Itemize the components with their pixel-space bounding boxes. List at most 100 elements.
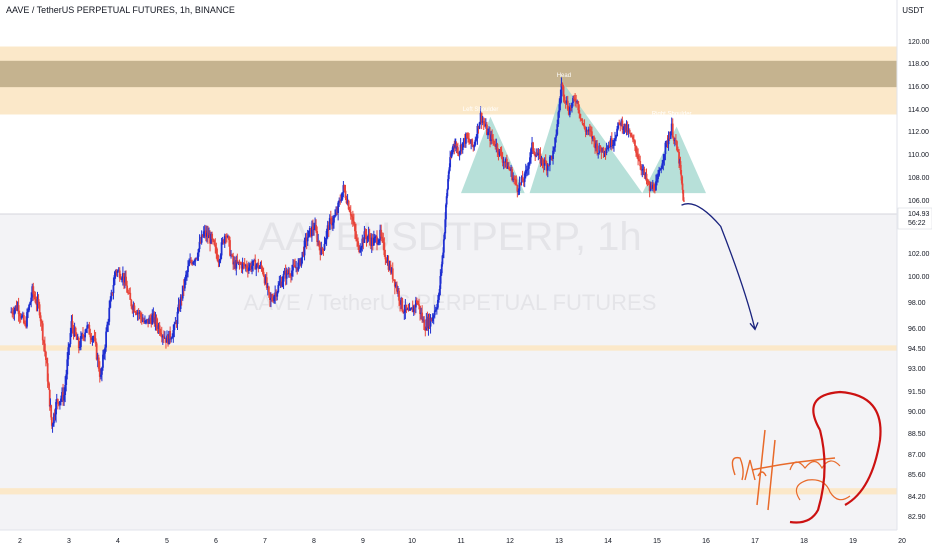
- candle-body: [262, 271, 265, 276]
- zone-band-3: [0, 488, 897, 495]
- candle-body: [501, 157, 504, 163]
- candle-body: [332, 222, 334, 226]
- candle-body: [36, 299, 39, 305]
- candle-body: [172, 330, 175, 338]
- projection-arrowhead: [749, 322, 759, 331]
- candle-body: [604, 152, 607, 154]
- candle-body: [474, 139, 477, 145]
- candle-body: [108, 307, 111, 322]
- candle-body: [672, 137, 675, 141]
- candle-body: [578, 110, 581, 114]
- candle-body: [339, 200, 342, 202]
- candle-body: [148, 317, 151, 324]
- candle-body: [96, 357, 99, 360]
- candle-body: [641, 169, 644, 171]
- candle-body: [212, 239, 215, 241]
- candle-body: [537, 152, 540, 155]
- candle-body: [311, 226, 313, 237]
- candle-body: [68, 344, 71, 348]
- candle-body: [465, 133, 467, 144]
- candle-body: [54, 414, 57, 417]
- candle-body: [239, 263, 242, 265]
- candle-body: [265, 277, 268, 288]
- candle-body: [82, 334, 84, 337]
- candle-body: [314, 225, 316, 230]
- candle-body: [363, 231, 366, 243]
- price-tick-label: 102.00: [908, 251, 930, 258]
- candle-body: [151, 315, 154, 325]
- candle-body: [549, 156, 551, 166]
- candle-body: [530, 148, 532, 158]
- candle-body: [356, 238, 358, 242]
- candle-body: [586, 130, 589, 132]
- candle-body: [544, 160, 547, 164]
- candle-body: [288, 272, 291, 276]
- candle-body: [365, 234, 368, 240]
- candle-body: [284, 270, 287, 279]
- candle-body: [213, 240, 216, 245]
- candle-body: [384, 255, 387, 260]
- candle-body: [609, 138, 612, 148]
- candle-body: [438, 293, 440, 300]
- candle-body: [555, 134, 558, 138]
- candle-body: [633, 139, 635, 141]
- candle-body: [134, 312, 137, 314]
- candle-body: [433, 310, 436, 316]
- date-tick-label: 18: [800, 538, 808, 545]
- candle-body: [677, 150, 679, 153]
- candle-body: [391, 268, 394, 280]
- candle-body: [627, 130, 630, 133]
- candle-body: [162, 336, 165, 338]
- candle-body: [619, 122, 622, 126]
- candle-body: [533, 151, 536, 154]
- candle-body: [577, 101, 580, 111]
- candle-body: [582, 123, 585, 126]
- candle-body: [521, 176, 524, 182]
- candle-body: [504, 158, 507, 163]
- candle-body: [490, 134, 492, 142]
- candle-body: [461, 142, 464, 151]
- candle-body: [317, 241, 320, 243]
- candle-body: [11, 311, 14, 314]
- candle-body: [596, 143, 599, 154]
- candle-body: [630, 136, 633, 138]
- candle-body: [605, 149, 608, 153]
- candle-body: [487, 132, 489, 135]
- candle-body: [369, 239, 372, 246]
- candle-body: [471, 139, 474, 146]
- candle-body: [138, 312, 141, 314]
- candle-body: [77, 337, 80, 348]
- candle-body: [181, 285, 184, 299]
- candle-body: [92, 337, 95, 339]
- candle-body: [278, 283, 281, 286]
- candle-body: [654, 190, 656, 192]
- candle-body: [21, 315, 24, 317]
- candle-body: [113, 275, 116, 286]
- candle-body: [45, 351, 47, 360]
- candle-body: [545, 163, 548, 171]
- candle-body: [516, 185, 519, 192]
- candle-body: [244, 265, 247, 267]
- price-tick-label: 85.60: [908, 472, 926, 479]
- candle-body: [182, 285, 185, 289]
- candle-body: [372, 238, 375, 246]
- candle-body: [386, 261, 389, 263]
- candle-body: [338, 200, 341, 203]
- candle-body: [52, 423, 55, 426]
- candle-body: [50, 417, 53, 426]
- candle-body: [449, 157, 452, 168]
- candle-body: [492, 139, 495, 141]
- candle-body: [581, 119, 584, 124]
- candle-body: [170, 338, 173, 340]
- candle-body: [241, 262, 244, 269]
- candle-body: [22, 315, 25, 324]
- candle-body: [225, 236, 228, 238]
- candle-body: [197, 249, 200, 257]
- candle-body: [668, 138, 671, 140]
- candle-body: [442, 252, 445, 256]
- candle-body: [554, 137, 557, 148]
- candle-body: [447, 179, 449, 190]
- candle-body: [216, 254, 219, 261]
- candle-body: [292, 264, 294, 271]
